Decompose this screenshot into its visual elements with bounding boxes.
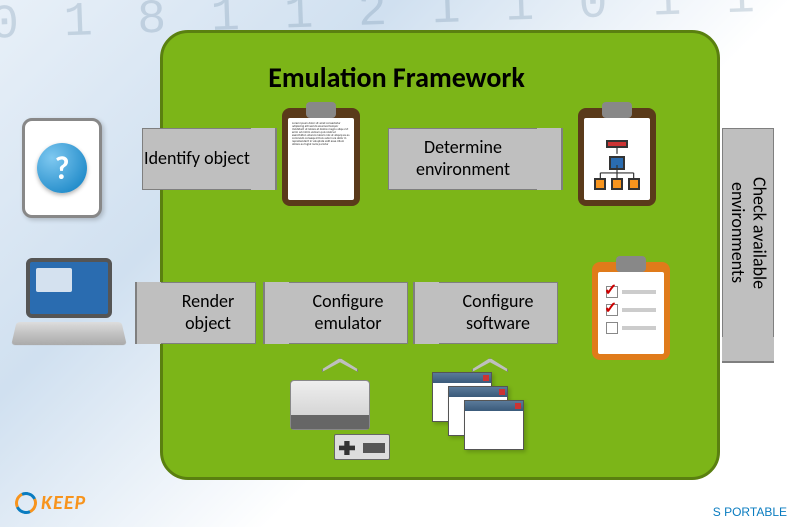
step-label: Check available environments xyxy=(726,129,769,337)
step-label: Determine environment xyxy=(389,137,537,180)
input-document-icon: ? xyxy=(22,118,102,218)
question-mark-icon: ? xyxy=(37,143,87,193)
clipboard-hierarchy-icon xyxy=(578,108,656,206)
step-identify-object: Identify object xyxy=(142,128,252,190)
step-determine-environment: Determine environment xyxy=(388,128,538,190)
logo-ring-icon xyxy=(12,489,40,517)
clipboard-checklist-icon: ✓ ✓ xyxy=(592,262,670,360)
step-configure-emulator: Configure emulator xyxy=(288,282,408,344)
footer-right-text: S PORTABLE xyxy=(713,505,787,519)
step-label: Identify object xyxy=(144,148,250,170)
step-check-environments: Check available environments xyxy=(722,128,774,338)
step-configure-software: Configure software xyxy=(438,282,558,344)
diagram-title: Emulation Framework xyxy=(268,60,525,95)
step-render-object: Render object xyxy=(160,282,256,344)
logo-text: KEEP xyxy=(41,491,86,515)
clipboard-text-icon: Lorem ipsum dolor sit amet consectetur a… xyxy=(282,108,360,206)
step-label: Configure software xyxy=(439,291,557,334)
keep-logo: KEEP xyxy=(15,491,86,515)
stacked-windows-icon xyxy=(432,372,532,462)
step-label: Configure emulator xyxy=(289,291,407,334)
laptop-icon xyxy=(14,258,124,348)
game-console-icon xyxy=(290,380,390,460)
step-label: Render object xyxy=(161,291,255,334)
